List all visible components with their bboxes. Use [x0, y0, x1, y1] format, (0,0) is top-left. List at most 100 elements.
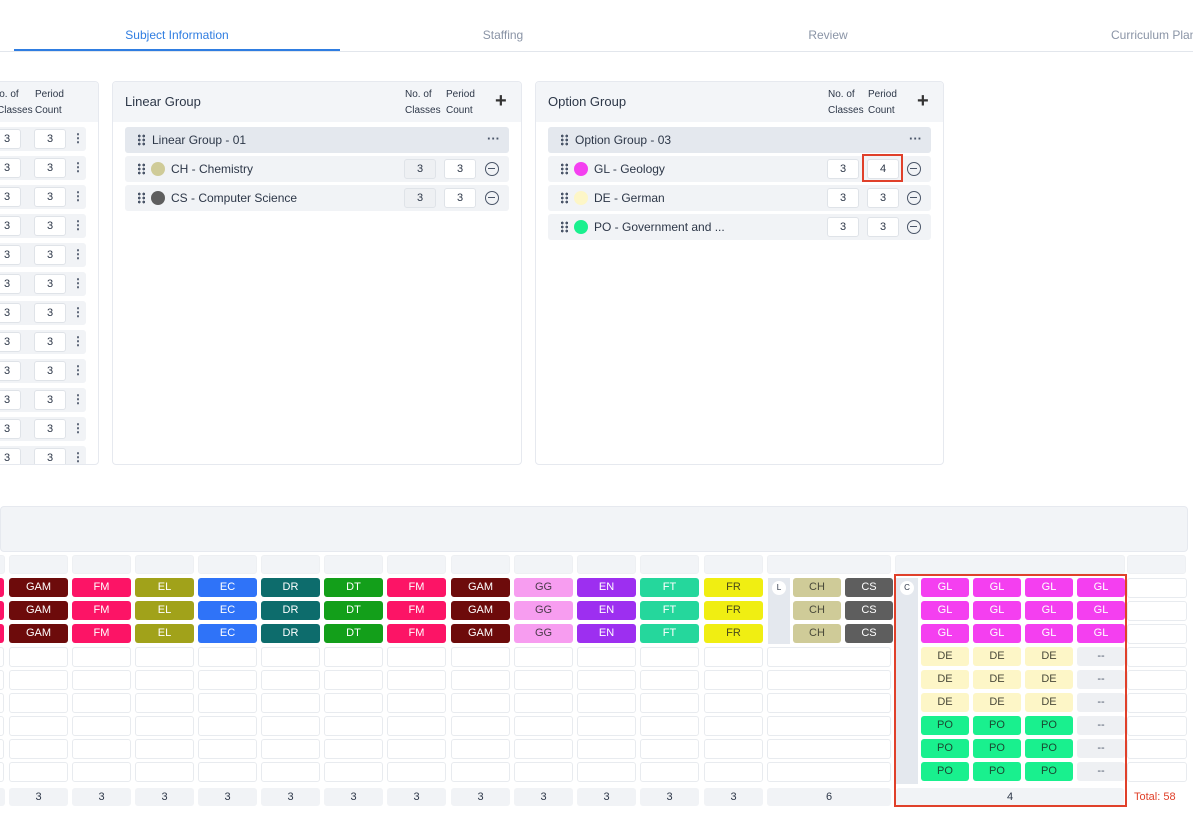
subject-chip[interactable]: FT: [640, 601, 699, 620]
classes-count-input[interactable]: 3: [0, 129, 21, 149]
empty-cell[interactable]: [387, 693, 446, 713]
option-subject-chip[interactable]: PO: [1025, 762, 1073, 781]
empty-cell[interactable]: [514, 670, 573, 690]
subject-chip[interactable]: GAM: [9, 578, 68, 597]
drag-handle-icon[interactable]: [137, 134, 146, 146]
drag-handle-icon[interactable]: [560, 134, 569, 146]
empty-cell[interactable]: [261, 693, 320, 713]
empty-cell[interactable]: [704, 693, 763, 713]
empty-cell[interactable]: [577, 670, 636, 690]
empty-cell[interactable]: [0, 693, 4, 713]
option-subject-chip[interactable]: PO: [1025, 716, 1073, 735]
period-count-input[interactable]: 4: [867, 159, 899, 179]
group-header[interactable]: Option Group - 03 ···: [548, 127, 931, 153]
subject-chip[interactable]: DT: [324, 624, 383, 643]
core-subject-row[interactable]: 3 3 ⋮: [0, 417, 86, 441]
empty-cell[interactable]: [135, 693, 194, 713]
drag-handle-icon[interactable]: [137, 163, 146, 175]
classes-count-input[interactable]: 3: [0, 245, 21, 265]
empty-cell[interactable]: [767, 670, 891, 690]
tab-review[interactable]: Review: [808, 28, 848, 42]
period-count-input[interactable]: 3: [34, 245, 66, 265]
option-subject-chip[interactable]: PO: [973, 739, 1021, 758]
row-menu-icon[interactable]: ⋮: [72, 334, 84, 348]
classes-count-input[interactable]: 3: [827, 159, 859, 179]
row-menu-icon[interactable]: ⋮: [72, 218, 84, 232]
period-count-input[interactable]: 3: [34, 187, 66, 207]
option-subject-chip[interactable]: DE: [973, 693, 1021, 712]
more-options-icon[interactable]: ···: [487, 131, 500, 146]
empty-cell[interactable]: [72, 670, 131, 690]
subject-chip[interactable]: FT: [640, 624, 699, 643]
period-count-input[interactable]: 3: [34, 303, 66, 323]
empty-cell[interactable]: [704, 670, 763, 690]
empty-cell[interactable]: [514, 647, 573, 667]
remove-subject-icon[interactable]: [907, 191, 921, 205]
subject-chip[interactable]: EL: [135, 601, 194, 620]
subject-chip[interactable]: GG: [514, 578, 573, 597]
tab-staffing[interactable]: Staffing: [482, 28, 524, 42]
option-subject-chip[interactable]: DE: [973, 670, 1021, 689]
core-subject-row[interactable]: 3 3 ⋮: [0, 156, 86, 180]
empty-cell[interactable]: [387, 647, 446, 667]
empty-cell[interactable]: [324, 739, 383, 759]
empty-cell[interactable]: [261, 647, 320, 667]
option-subject-chip[interactable]: GL: [921, 578, 969, 597]
empty-cell[interactable]: [514, 716, 573, 736]
row-menu-icon[interactable]: ⋮: [72, 363, 84, 377]
empty-cell[interactable]: [135, 647, 194, 667]
option-subject-chip[interactable]: GL: [1077, 578, 1125, 597]
empty-slot[interactable]: --: [1077, 739, 1125, 758]
empty-cell[interactable]: [1127, 670, 1187, 690]
subject-row[interactable]: DE - German 3 3: [548, 185, 931, 211]
empty-cell[interactable]: [451, 739, 510, 759]
option-subject-chip[interactable]: GL: [1025, 578, 1073, 597]
subject-chip[interactable]: FT: [640, 578, 699, 597]
empty-cell[interactable]: [767, 762, 891, 782]
subject-chip[interactable]: DR: [261, 601, 320, 620]
empty-cell[interactable]: [704, 739, 763, 759]
subject-chip[interactable]: FM: [387, 624, 446, 643]
drag-handle-icon[interactable]: [560, 163, 569, 175]
subject-chip[interactable]: [0, 601, 4, 620]
period-count-input[interactable]: 3: [34, 274, 66, 294]
subject-chip[interactable]: EC: [198, 624, 257, 643]
empty-cell[interactable]: [767, 647, 891, 667]
core-subject-row[interactable]: 3 3 ⋮: [0, 272, 86, 296]
classes-count-input[interactable]: 3: [0, 274, 21, 294]
period-count-input[interactable]: 3: [867, 217, 899, 237]
empty-cell[interactable]: [0, 716, 4, 736]
subject-chip[interactable]: [0, 624, 4, 643]
more-options-icon[interactable]: ···: [909, 131, 922, 146]
option-subject-chip[interactable]: DE: [921, 647, 969, 666]
empty-cell[interactable]: [451, 670, 510, 690]
row-menu-icon[interactable]: ⋮: [72, 189, 84, 203]
linear-subject-chip[interactable]: CS: [845, 578, 893, 597]
core-subject-row[interactable]: 3 3 ⋮: [0, 185, 86, 209]
empty-cell[interactable]: [324, 670, 383, 690]
period-count-input[interactable]: 3: [34, 419, 66, 439]
subject-chip[interactable]: GAM: [451, 624, 510, 643]
empty-cell[interactable]: [261, 762, 320, 782]
remove-subject-icon[interactable]: [485, 191, 499, 205]
empty-cell[interactable]: [1127, 647, 1187, 667]
period-count-input[interactable]: 3: [867, 188, 899, 208]
core-subject-row[interactable]: 3 3 ⋮: [0, 388, 86, 412]
empty-cell[interactable]: [198, 647, 257, 667]
empty-cell[interactable]: [72, 693, 131, 713]
empty-cell[interactable]: [640, 693, 699, 713]
row-menu-icon[interactable]: ⋮: [72, 160, 84, 174]
option-subject-chip[interactable]: GL: [973, 601, 1021, 620]
empty-cell[interactable]: [324, 762, 383, 782]
empty-cell[interactable]: [261, 739, 320, 759]
subject-chip[interactable]: DR: [261, 624, 320, 643]
subject-chip[interactable]: FR: [704, 578, 763, 597]
period-count-input[interactable]: 3: [444, 188, 476, 208]
option-subject-chip[interactable]: PO: [1025, 739, 1073, 758]
classes-count-input[interactable]: 3: [827, 217, 859, 237]
subject-chip[interactable]: FR: [704, 601, 763, 620]
empty-cell[interactable]: [9, 762, 68, 782]
empty-cell[interactable]: [767, 716, 891, 736]
empty-cell[interactable]: [198, 716, 257, 736]
empty-cell[interactable]: [135, 762, 194, 782]
